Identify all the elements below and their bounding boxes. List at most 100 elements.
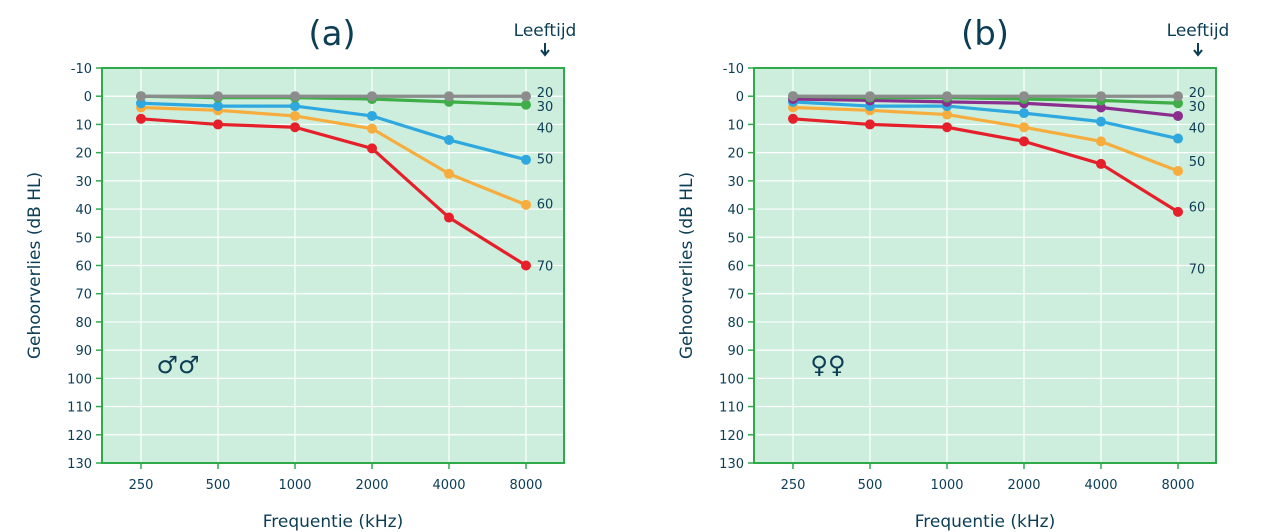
down-arrow-icon	[1193, 49, 1203, 57]
data-point	[1173, 133, 1183, 144]
x-tick-label: 500	[858, 478, 883, 493]
y-axis-label: Gehoorverlies (dB HL)	[677, 172, 697, 359]
data-point	[1019, 91, 1029, 102]
age-label: 60	[1189, 200, 1206, 215]
y-tick-label: 80	[75, 316, 92, 331]
series-line	[792, 117, 1179, 214]
data-point	[444, 91, 454, 102]
data-point	[942, 122, 952, 133]
data-point	[1173, 91, 1183, 102]
data-point	[1173, 165, 1183, 176]
series-line	[140, 105, 527, 207]
y-tick-label: 80	[727, 316, 744, 331]
y-tick-label: 70	[727, 288, 744, 303]
data-point	[136, 113, 146, 124]
age-label: 20	[537, 86, 554, 101]
age-label: 70	[537, 260, 554, 275]
y-tick-label: 20	[75, 147, 92, 162]
data-point	[521, 99, 531, 110]
series-line	[792, 105, 1179, 173]
data-point	[213, 119, 223, 130]
data-point	[290, 91, 300, 102]
data-point	[1096, 116, 1106, 127]
data-point	[1096, 158, 1106, 169]
data-point	[444, 168, 454, 179]
y-tick-label: 0	[84, 90, 92, 105]
y-tick-label: 110	[719, 401, 744, 416]
data-point	[136, 91, 146, 102]
x-tick-label: 1000	[930, 478, 963, 493]
data-point	[444, 134, 454, 145]
data-point	[290, 110, 300, 121]
chart-title: (a)	[308, 14, 355, 54]
y-tick-label: 10	[75, 118, 92, 133]
x-tick-label: 4000	[1084, 478, 1117, 493]
y-tick-label: 10	[727, 118, 744, 133]
data-point	[1096, 136, 1106, 147]
data-point	[136, 98, 146, 109]
y-tick-label: 110	[67, 401, 92, 416]
x-tick-label: 250	[781, 478, 806, 493]
data-point	[444, 212, 454, 223]
data-point	[367, 110, 377, 121]
y-tick-label: 120	[719, 429, 744, 444]
y-tick-label: 100	[719, 372, 744, 387]
data-point	[865, 91, 875, 102]
y-tick-label: 40	[727, 203, 744, 218]
series-line	[792, 97, 1179, 118]
data-point	[865, 119, 875, 130]
y-tick-label: 90	[75, 344, 92, 359]
y-tick-label: -10	[71, 62, 92, 77]
age-header: Leeftijd	[1167, 21, 1230, 41]
series-line	[792, 100, 1179, 141]
y-tick-label: 40	[75, 203, 92, 218]
data-point	[521, 91, 531, 102]
y-tick-label: 30	[75, 175, 92, 190]
y-tick-label: 0	[736, 90, 744, 105]
down-arrow-icon	[540, 49, 550, 57]
y-tick-label: -10	[723, 62, 744, 77]
y-axis-label: Gehoorverlies (dB HL)	[25, 172, 45, 359]
data-point	[788, 113, 798, 124]
data-point	[1173, 206, 1183, 217]
y-tick-label: 50	[727, 231, 744, 246]
x-tick-label: 250	[129, 478, 154, 493]
data-point	[942, 91, 952, 102]
data-point	[213, 91, 223, 102]
x-tick-label: 8000	[509, 478, 542, 493]
age-header: Leeftijd	[514, 21, 577, 41]
data-point	[290, 122, 300, 133]
y-tick-label: 130	[67, 457, 92, 472]
age-label: 40	[537, 121, 554, 136]
x-axis-label: Frequentie (kHz)	[263, 512, 403, 532]
x-tick-label: 500	[206, 478, 231, 493]
data-point	[521, 260, 531, 271]
x-tick-label: 2000	[1007, 478, 1040, 493]
data-point	[521, 199, 531, 210]
y-tick-label: 100	[67, 372, 92, 387]
y-tick-label: 70	[75, 288, 92, 303]
data-point	[1019, 108, 1029, 119]
age-label: 70	[1189, 262, 1206, 277]
data-point	[1096, 91, 1106, 102]
data-point	[1096, 102, 1106, 113]
x-tick-label: 2000	[355, 478, 388, 493]
data-point	[213, 101, 223, 112]
y-tick-label: 90	[727, 344, 744, 359]
data-point	[521, 154, 531, 165]
age-label: 20	[1189, 86, 1206, 101]
data-point	[1019, 136, 1029, 147]
age-label: 30	[537, 100, 554, 115]
x-tick-label: 4000	[432, 478, 465, 493]
age-label: 40	[1189, 121, 1206, 136]
data-point	[367, 123, 377, 134]
data-point	[1173, 110, 1183, 121]
series-line	[140, 117, 527, 267]
y-tick-label: 20	[727, 147, 744, 162]
data-point	[367, 91, 377, 102]
x-axis-label: Frequentie (kHz)	[915, 512, 1055, 532]
data-point	[1019, 122, 1029, 133]
data-point	[788, 91, 798, 102]
